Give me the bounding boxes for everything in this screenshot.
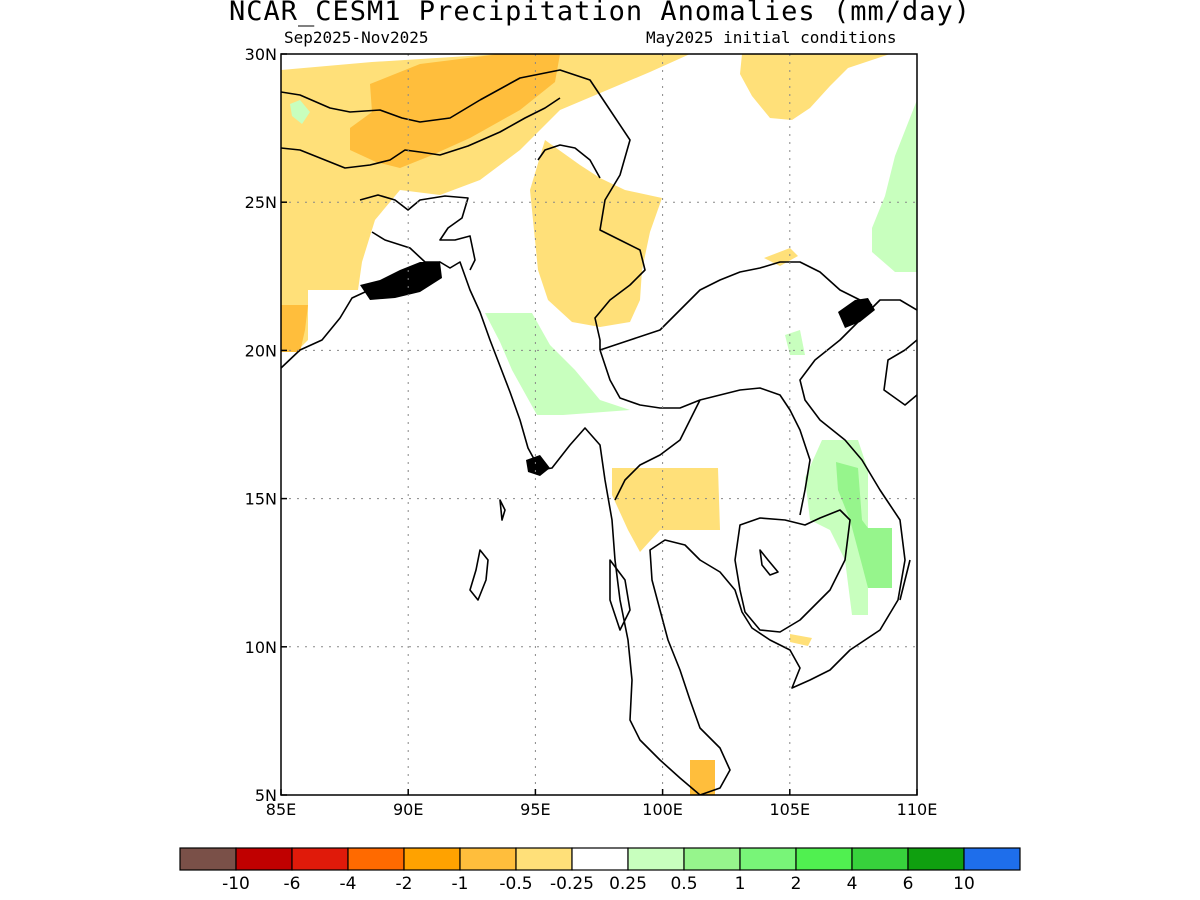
delta-coastlines xyxy=(360,262,875,476)
anomaly-area-cambodia-coast xyxy=(790,634,812,646)
anomaly-area-tibet-west xyxy=(290,100,310,124)
colorbar-swatch xyxy=(179,847,237,871)
x-tick-label: 95E xyxy=(520,800,550,819)
colorbar-swatch xyxy=(627,847,685,871)
anomaly-area-thailand xyxy=(612,468,720,552)
colorbar-label: -2 xyxy=(396,874,413,894)
anomaly-area-himalaya xyxy=(350,54,560,168)
colorbar-label: 6 xyxy=(903,874,914,894)
colorbar-label: -6 xyxy=(284,874,301,894)
anomaly-area-myanmar-north xyxy=(530,140,662,327)
colorbar: -10 -6 -4 -2 -1 -0.5 -0.25 0.25 0.5 1 2 4 6 10 xyxy=(179,847,1021,894)
colorbar-swatch xyxy=(347,847,405,871)
y-tick-label: 30N xyxy=(245,45,277,64)
anomaly-area-bay-of-bengal-west xyxy=(281,305,308,352)
x-tick-label: 90E xyxy=(393,800,423,819)
x-tick-label: 105E xyxy=(769,800,810,819)
y-tick-label: 20N xyxy=(245,341,277,360)
colorbar-label: -0.25 xyxy=(550,874,594,894)
anomaly-area-south-china xyxy=(740,54,890,120)
initial-conditions-label: May2025 initial conditions xyxy=(646,28,897,47)
x-tick-label: 85E xyxy=(266,800,296,819)
axis-ticks: 85E 90E 95E 100E 105E 110E 5N 10N 15N 20N 25N 30N xyxy=(245,45,938,819)
colorbar-swatch xyxy=(571,847,629,871)
colorbar-label: 0.5 xyxy=(670,874,697,894)
colorbar-label: 2 xyxy=(791,874,802,894)
y-tick-label: 10N xyxy=(245,638,277,657)
colorbar-label: 1 xyxy=(735,874,746,894)
anomaly-area-malay-peninsula xyxy=(690,760,715,795)
colorbar-swatch xyxy=(291,847,349,871)
colorbar-swatch xyxy=(795,847,853,871)
y-tick-label: 15N xyxy=(245,490,277,509)
colorbar-swatch xyxy=(963,847,1021,871)
colorbar-label: -0.5 xyxy=(499,874,532,894)
colorbar-swatch xyxy=(851,847,909,871)
season-label: Sep2025-Nov2025 xyxy=(284,28,429,47)
colorbar-label: 0.25 xyxy=(609,874,647,894)
map-title: NCAR_CESM1 Precipitation Anomalies (mm/d… xyxy=(229,0,971,27)
y-tick-label: 5N xyxy=(255,786,277,805)
colorbar-swatch xyxy=(739,847,797,871)
colorbar-swatch xyxy=(235,847,293,871)
colorbar-swatch xyxy=(907,847,965,871)
x-tick-label: 110E xyxy=(897,800,938,819)
colorbar-swatch xyxy=(683,847,741,871)
colorbar-label: -10 xyxy=(222,874,250,894)
map-frame xyxy=(280,53,918,796)
colorbar-label: -1 xyxy=(452,874,469,894)
x-tick-label: 100E xyxy=(642,800,683,819)
colorbar-label: 4 xyxy=(847,874,858,894)
colorbar-swatch xyxy=(459,847,517,871)
colorbar-label: -4 xyxy=(340,874,357,894)
anomaly-fields xyxy=(281,54,917,795)
anomaly-area-laos-central xyxy=(785,330,805,355)
anomaly-area-laos-north xyxy=(764,248,798,266)
colorbar-label: 10 xyxy=(953,874,975,894)
anomaly-area-myanmar-west xyxy=(485,313,630,415)
y-tick-label: 25N xyxy=(245,193,277,212)
anomaly-area-vietnam-coast xyxy=(836,462,892,588)
colorbar-swatch xyxy=(403,847,461,871)
graticule xyxy=(281,54,917,795)
anomaly-area-south-china-sea-north xyxy=(872,100,917,272)
colorbar-swatch xyxy=(515,847,573,871)
